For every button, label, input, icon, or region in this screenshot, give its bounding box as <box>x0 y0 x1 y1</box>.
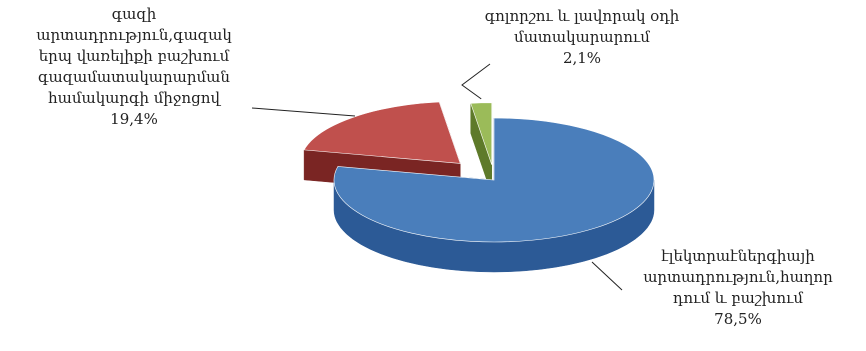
slice-label-electricity-line-3: դում և բաշխում <box>672 289 804 307</box>
slice-label-gas-line-2: արտադրություն,գազակ <box>36 26 232 44</box>
leader-line-steam <box>461 63 491 100</box>
slice-label-gas-line-3: երպ վառելիքի բաշխում <box>38 47 230 65</box>
slice-value-electricity: 78,5% <box>714 310 762 328</box>
slice-label-steam: գոլորշու և լավորակ օդի մատակարարում 2,1% <box>462 6 702 69</box>
slice-label-gas-line-4: գազամատակարարման <box>38 68 230 86</box>
slice-label-electricity-line-2: արտադրություն,հաղոր <box>643 268 833 286</box>
pie-slice-electricity <box>333 117 655 243</box>
pie-slice-steam <box>470 102 493 165</box>
slice-value-steam: 2,1% <box>562 49 602 67</box>
slice-label-steam-line-2: մատակարարում <box>514 28 650 46</box>
slice-label-electricity: էլեկտրաէներգիայի արտադրություն,հաղոր դու… <box>618 246 858 330</box>
slice-value-gas: 19,4% <box>110 110 158 128</box>
slice-label-electricity-line-1: էլեկտրաէներգիայի <box>661 247 815 265</box>
leader-line-electricity <box>591 261 623 291</box>
pie-slice-gas <box>303 101 461 164</box>
slice-label-gas-line-1: գազի <box>111 5 157 23</box>
slice-label-gas-line-5: համակարգի միջոցով <box>48 89 220 107</box>
slice-label-gas: գազի արտադրություն,գազակ երպ վառելիքի բա… <box>14 4 254 130</box>
slice-label-steam-line-1: գոլորշու և լավորակ օդի <box>484 7 680 25</box>
leader-line-gas <box>251 107 356 117</box>
